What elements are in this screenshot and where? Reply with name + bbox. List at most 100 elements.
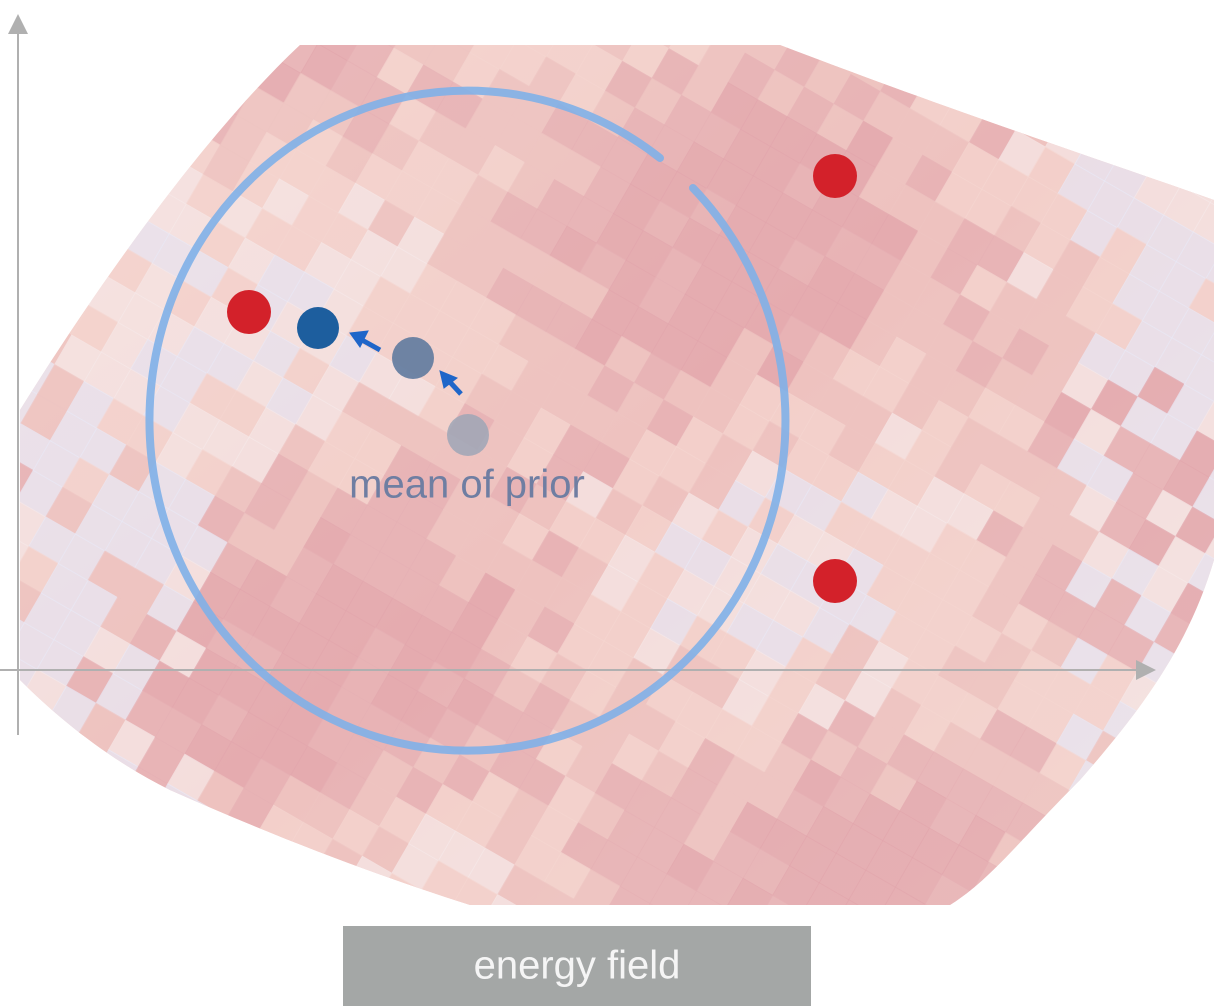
final-point <box>297 307 339 349</box>
field-cell <box>109 170 157 218</box>
field-cell <box>143 110 191 158</box>
field-cell <box>148 34 196 82</box>
field-cell <box>235 910 283 958</box>
field-cell <box>0 559 12 607</box>
field-cell <box>114 93 162 141</box>
field-cell <box>861 916 909 964</box>
field-cell <box>1172 33 1214 81</box>
field-cell <box>101 47 149 95</box>
field-cell <box>116 842 164 890</box>
field-cell <box>63 182 111 230</box>
field-cell <box>188 923 236 971</box>
field-cell <box>1060 912 1108 960</box>
field-cell <box>129 889 177 937</box>
field-cell <box>973 36 1021 84</box>
field-cell <box>1091 104 1139 152</box>
field-cell <box>118 17 166 65</box>
field-cell <box>1003 53 1051 101</box>
field-cell <box>269 851 317 899</box>
field-cell <box>791 10 839 58</box>
field-cell <box>844 946 892 994</box>
field-cell <box>1089 929 1137 977</box>
field-cell <box>0 728 33 776</box>
field-cell <box>222 864 270 912</box>
field-cell <box>50 136 98 184</box>
field-cell <box>67 106 115 154</box>
field-cell <box>1165 934 1213 982</box>
field-cell <box>1132 718 1180 766</box>
field-cell <box>104 796 152 844</box>
field-cell <box>984 908 1032 956</box>
field-cell <box>218 940 266 988</box>
field-cell <box>33 165 81 213</box>
field-cell <box>23 868 71 916</box>
field-cell <box>97 123 145 171</box>
field-cell <box>4 148 52 196</box>
field-cell <box>914 2 962 50</box>
field-cell <box>146 859 194 907</box>
field-cell <box>1035 819 1083 867</box>
field-cell <box>1155 62 1203 110</box>
field-cell <box>89 0 137 48</box>
field-cell <box>205 893 253 941</box>
field-cell <box>298 868 346 916</box>
field-cell <box>0 8 14 56</box>
field-cell <box>1145 765 1193 813</box>
field-cell <box>0 834 12 882</box>
field-cell <box>131 64 179 112</box>
field-cell <box>0 757 16 805</box>
field-cell <box>1157 811 1205 859</box>
field-cell <box>239 834 287 882</box>
field-cell <box>0 880 24 928</box>
field-cell <box>133 813 181 861</box>
field-cell <box>42 13 90 61</box>
field-cell <box>0 207 17 255</box>
field-cell <box>1184 79 1214 127</box>
field-cell <box>1094 853 1142 901</box>
field-cell <box>1197 126 1214 174</box>
field-cell <box>0 161 5 209</box>
field-cell <box>1199 875 1214 923</box>
field-cell <box>1208 722 1214 770</box>
field-cell <box>281 898 329 946</box>
field-cell <box>0 774 46 822</box>
field-cell <box>1187 828 1214 876</box>
field-cell <box>27 791 75 839</box>
field-cell <box>1119 946 1167 994</box>
field-cell <box>84 76 132 124</box>
field-cell <box>0 910 7 958</box>
field-cell <box>1043 942 1091 990</box>
field-cell <box>82 902 130 950</box>
field-cell <box>967 938 1015 986</box>
field-cell <box>95 948 143 996</box>
field-cell <box>1098 777 1146 825</box>
field-cell <box>10 821 58 869</box>
field-cell <box>160 81 208 129</box>
field-cell <box>163 830 211 878</box>
field-cell <box>956 66 1004 114</box>
field-cell <box>1013 925 1061 973</box>
field-cell <box>1121 121 1169 169</box>
field-cell <box>0 360 9 408</box>
field-cell <box>1170 858 1214 906</box>
field-cell <box>1149 688 1197 736</box>
field-cell <box>294 944 342 992</box>
diagram: mean of prior energy field <box>0 0 1214 1006</box>
field-cell <box>0 851 41 899</box>
field-cell <box>0 330 26 378</box>
field-cell <box>1182 904 1214 952</box>
field-cell <box>0 711 4 759</box>
field-cell <box>192 847 240 895</box>
field-cell <box>1136 917 1184 965</box>
field-cell <box>6 897 54 945</box>
field-cell <box>65 931 113 979</box>
field-cell <box>158 906 206 954</box>
caption: energy field <box>474 944 681 988</box>
field-cell <box>1128 794 1176 842</box>
field-cell <box>80 153 128 201</box>
field-cell <box>926 49 974 97</box>
field-cell <box>1142 16 1190 64</box>
field-cell <box>0 102 39 150</box>
field-cell <box>1096 28 1144 76</box>
field-cell <box>0 436 4 484</box>
